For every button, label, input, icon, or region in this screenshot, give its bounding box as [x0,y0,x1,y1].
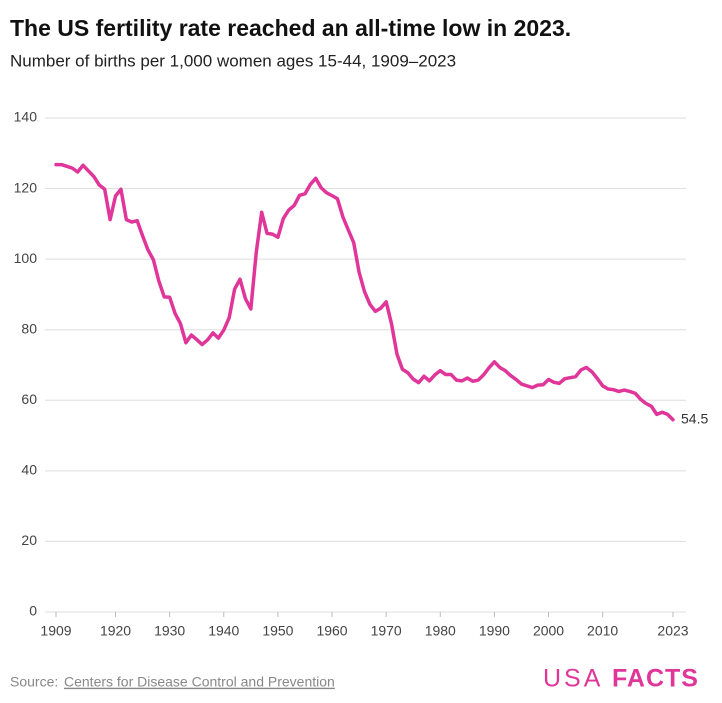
x-tick-label: 1980 [425,623,456,639]
data-line [54,162,675,422]
y-tick-label: 0 [29,603,37,619]
chart-title: The US fertility rate reached an all-tim… [10,15,571,41]
y-tick-label: 100 [14,250,38,266]
x-tick-label: 2023 [657,623,688,639]
x-tick-label: 1950 [262,623,293,639]
logo-usa: USA [543,665,603,693]
end-label: 54.5 [681,410,708,426]
x-tick-label: 1970 [371,623,402,639]
x-tick-label: 1940 [208,623,239,639]
y-tick-label: 20 [21,532,37,548]
x-tick-label: 1960 [316,623,347,639]
x-tick-label: 1920 [100,623,131,639]
source-label: Source: [10,674,58,690]
x-tick-label: 2010 [587,623,618,639]
y-tick-label: 80 [21,320,37,336]
y-tick-label: 60 [21,391,37,407]
chart-subtitle: Number of births per 1,000 women ages 15… [10,51,456,70]
source-link[interactable]: Centers for Disease Control and Preventi… [64,674,335,690]
y-tick-label: 120 [14,179,38,195]
x-tick-label: 1930 [154,623,185,639]
y-tick-label: 40 [21,462,37,478]
x-tick-label: 1909 [40,623,71,639]
logo-facts: FACTS [612,665,699,693]
x-tick-label: 2000 [533,623,564,639]
y-tick-label: 140 [14,109,38,125]
x-tick-label: 1990 [479,623,510,639]
